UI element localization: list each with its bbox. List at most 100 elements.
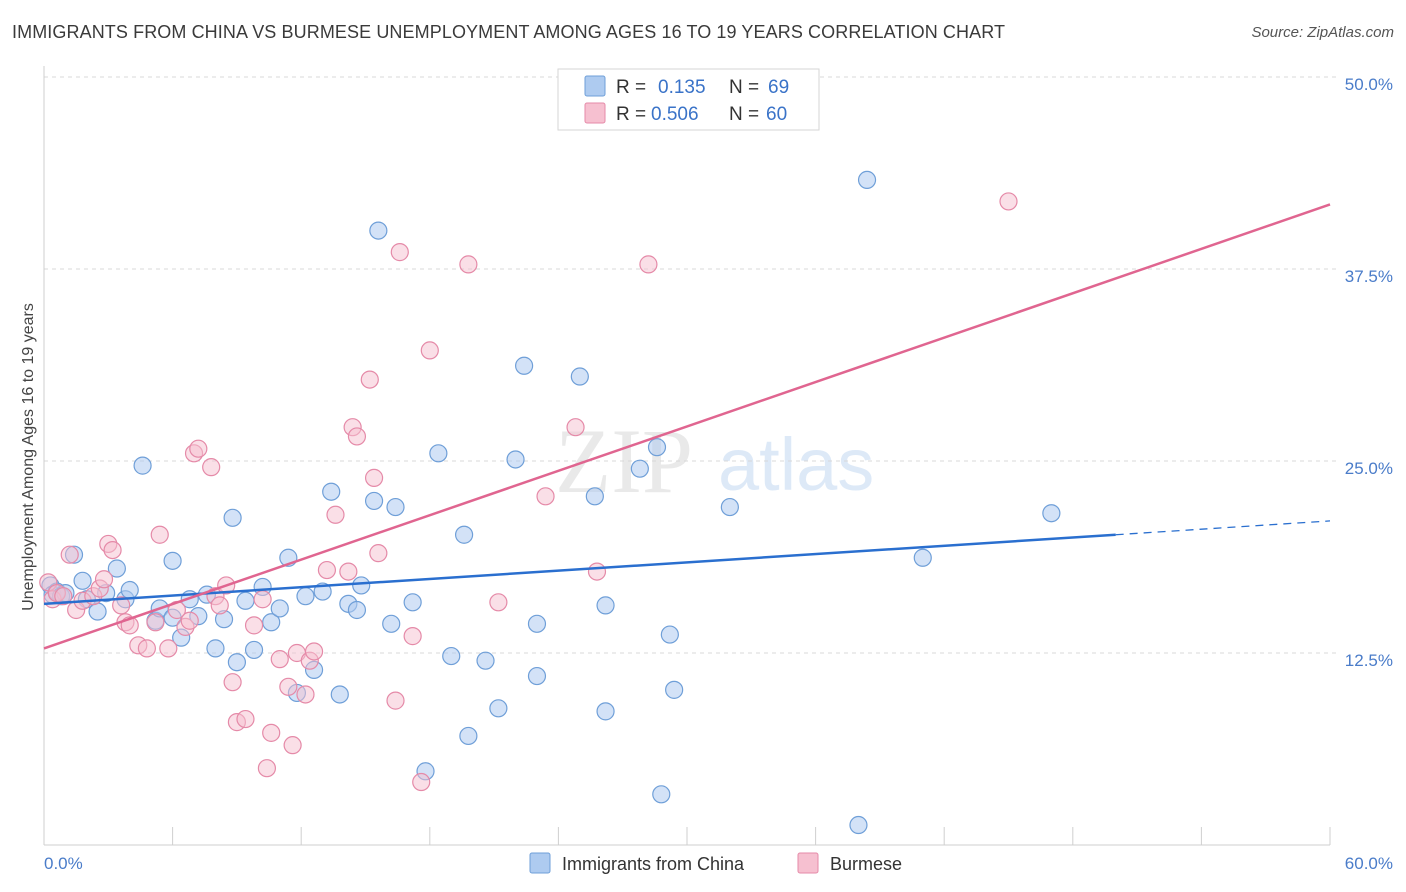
point-china [322,482,341,501]
point-china [489,699,508,718]
x-tick-label: 60.0% [1345,854,1393,873]
y-tick-labels: 12.5% 25.0% 37.5% 50.0% [1345,75,1393,670]
bottom-legend-swatch-china [529,852,551,874]
legend-n-value-china: 69 [768,77,789,98]
point-china [442,646,461,666]
bottom-legend-swatch-burmese [797,852,819,874]
point-burmese [202,458,221,477]
bottom-legend-label-china: Immigrants from China [562,854,745,874]
point-china [585,487,604,506]
point-china [88,602,107,621]
point-burmese [257,759,277,778]
watermark-atlas: atlas [718,423,874,506]
point-burmese [283,736,302,755]
point-china [527,614,547,633]
point-burmese [279,677,298,696]
legend-swatch-china [584,75,606,97]
point-burmese [296,685,315,704]
legend-n-label-china: N = [729,77,759,98]
point-china [382,614,401,633]
point-china [665,680,684,699]
trend-line-china-extension [1115,520,1331,536]
legend-n-value-burmese: 60 [766,104,787,125]
point-china [476,651,495,670]
point-china [630,459,649,478]
point-burmese [223,673,242,692]
point-burmese [244,616,264,635]
y-tick-label: 50.0% [1345,75,1393,94]
point-china [163,551,182,570]
legend-r-label-burmese: R = [616,104,646,125]
point-burmese [326,505,345,524]
point-china [596,702,615,721]
point-burmese [94,570,114,589]
chart-title: IMMIGRANTS FROM CHINA VS BURMESE UNEMPLO… [12,22,1006,42]
bottom-legend: Immigrants from China Burmese [529,852,902,874]
point-burmese [236,709,255,729]
point-china [429,444,448,463]
point-china [270,599,289,618]
point-burmese [420,341,439,360]
point-china [364,491,384,511]
point-china [352,576,371,595]
point-burmese [146,613,165,632]
point-china [913,548,932,567]
point-china [570,367,589,386]
point-china [262,613,281,632]
point-china [459,726,478,746]
point-burmese [566,418,585,437]
legend-r-value-burmese: 0.506 [651,104,699,125]
bottom-legend-label-burmese: Burmese [830,854,902,874]
point-china [1042,504,1061,523]
trend-lines [43,203,1331,650]
point-burmese [386,691,405,710]
point-china [227,653,246,672]
point-burmese [347,427,367,446]
point-burmese [339,562,358,581]
point-china [386,497,405,517]
point-burmese [403,627,422,646]
source-label: Source: ZipAtlas.com [1251,24,1394,41]
watermark: ZIP atlas [555,410,874,512]
x-tick-label: 0.0% [44,854,83,873]
legend-swatch-burmese [584,102,606,124]
point-burmese [262,723,281,742]
trend-line-china [43,533,1116,606]
y-tick-label: 37.5% [1345,267,1393,286]
point-china [647,438,667,457]
point-burmese [103,540,122,560]
point-burmese [189,439,208,458]
trend-line-burmese [43,203,1331,650]
point-burmese [304,642,324,661]
x-tick-labels: 0.0% 60.0% [44,854,1393,873]
point-burmese [390,243,409,262]
y-tick-label: 12.5% [1345,651,1393,670]
point-burmese [159,639,178,658]
point-burmese [369,544,388,563]
point-china [720,497,739,517]
point-china [515,356,534,375]
point-china [107,559,126,578]
y-tick-label: 25.0% [1345,459,1393,478]
point-burmese [150,525,169,544]
point-burmese [587,562,607,581]
point-china [857,170,877,190]
legend-n-label-burmese: N = [729,104,759,125]
point-burmese [210,596,229,615]
legend: R = 0.135 N = 69 R = 0.506 N = 60 [557,68,820,131]
point-china [403,593,422,612]
point-burmese [489,593,508,612]
point-burmese [412,772,431,792]
point-china [527,666,547,686]
point-burmese [253,590,272,609]
point-burmese [360,370,379,389]
legend-r-value-china: 0.135 [658,77,706,98]
point-burmese [137,639,156,658]
point-china [369,221,388,240]
point-burmese [459,255,478,274]
point-china [596,596,615,615]
point-china [296,587,315,606]
point-china [454,525,474,544]
point-burmese [270,650,289,669]
point-china [506,450,525,469]
